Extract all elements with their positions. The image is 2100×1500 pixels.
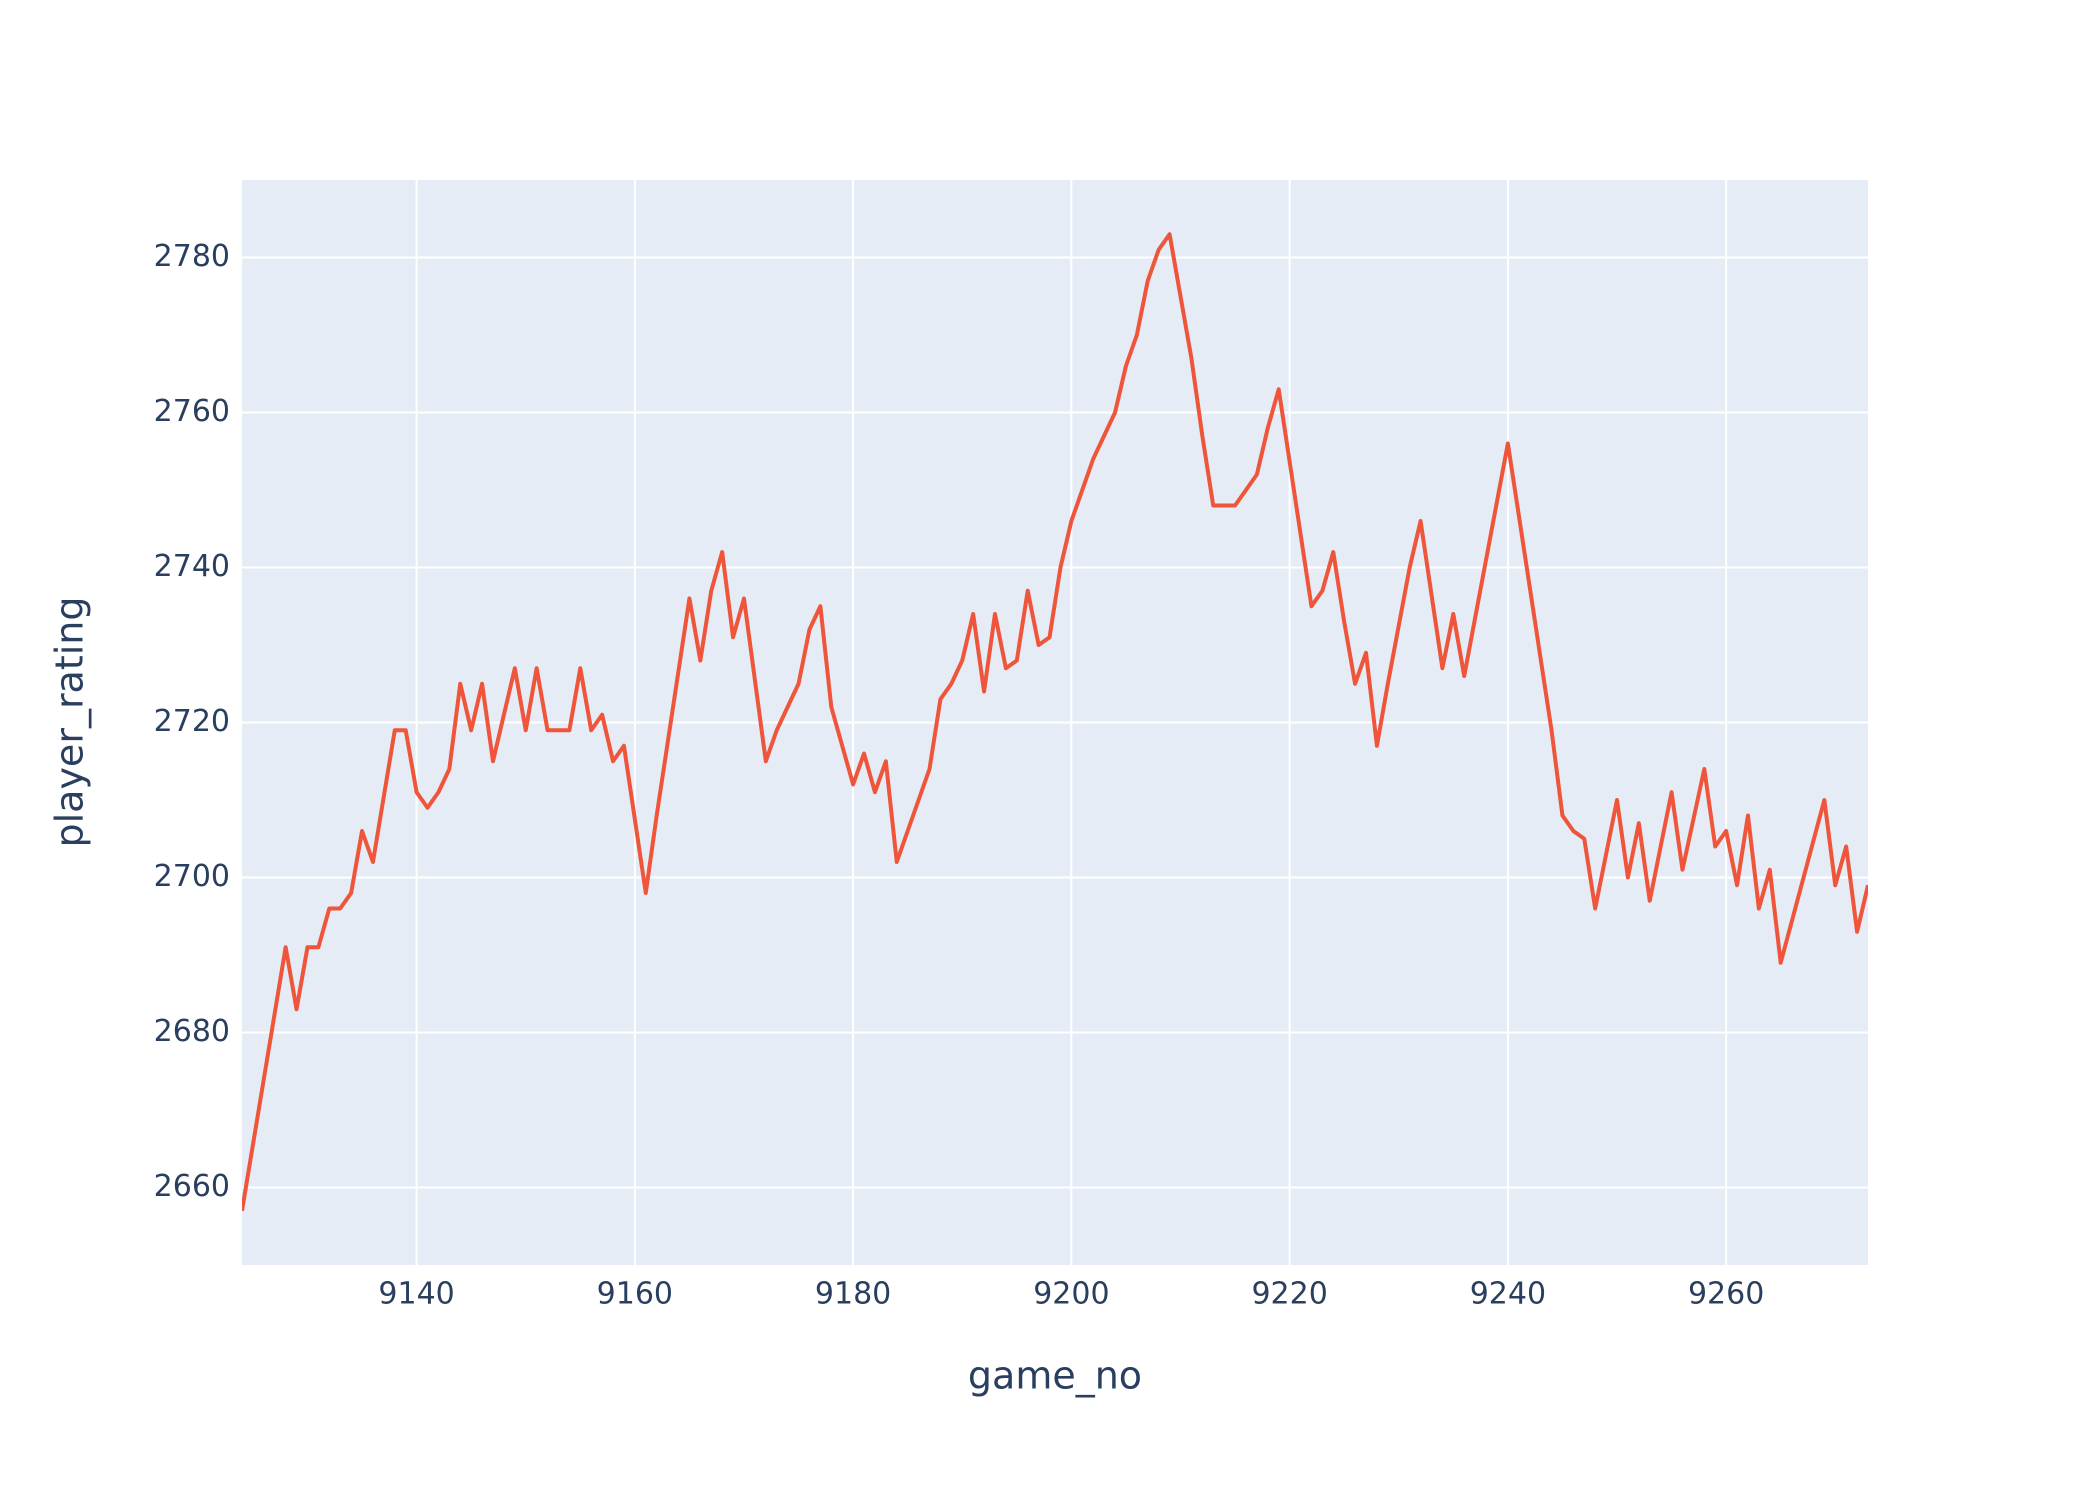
x-tick-label: 9240	[1470, 1277, 1546, 1312]
y-tick-label: 2680	[154, 1014, 230, 1049]
x-tick-label: 9260	[1688, 1277, 1764, 1312]
y-tick-label: 2760	[154, 394, 230, 429]
x-tick-label: 9200	[1033, 1277, 1109, 1312]
x-tick-label: 9140	[378, 1277, 454, 1312]
x-axis-title: game_no	[968, 1354, 1142, 1398]
x-tick-label: 9160	[597, 1277, 673, 1312]
y-tick-label: 2780	[154, 239, 230, 274]
x-tick-label: 9220	[1251, 1277, 1327, 1312]
y-tick-label: 2660	[154, 1169, 230, 1204]
y-tick-label: 2720	[154, 704, 230, 739]
y-axis-title: player_rating	[48, 596, 92, 847]
y-tick-label: 2700	[154, 859, 230, 894]
x-tick-label: 9180	[815, 1277, 891, 1312]
data-line	[242, 232, 1868, 1212]
y-tick-label: 2740	[154, 549, 230, 584]
